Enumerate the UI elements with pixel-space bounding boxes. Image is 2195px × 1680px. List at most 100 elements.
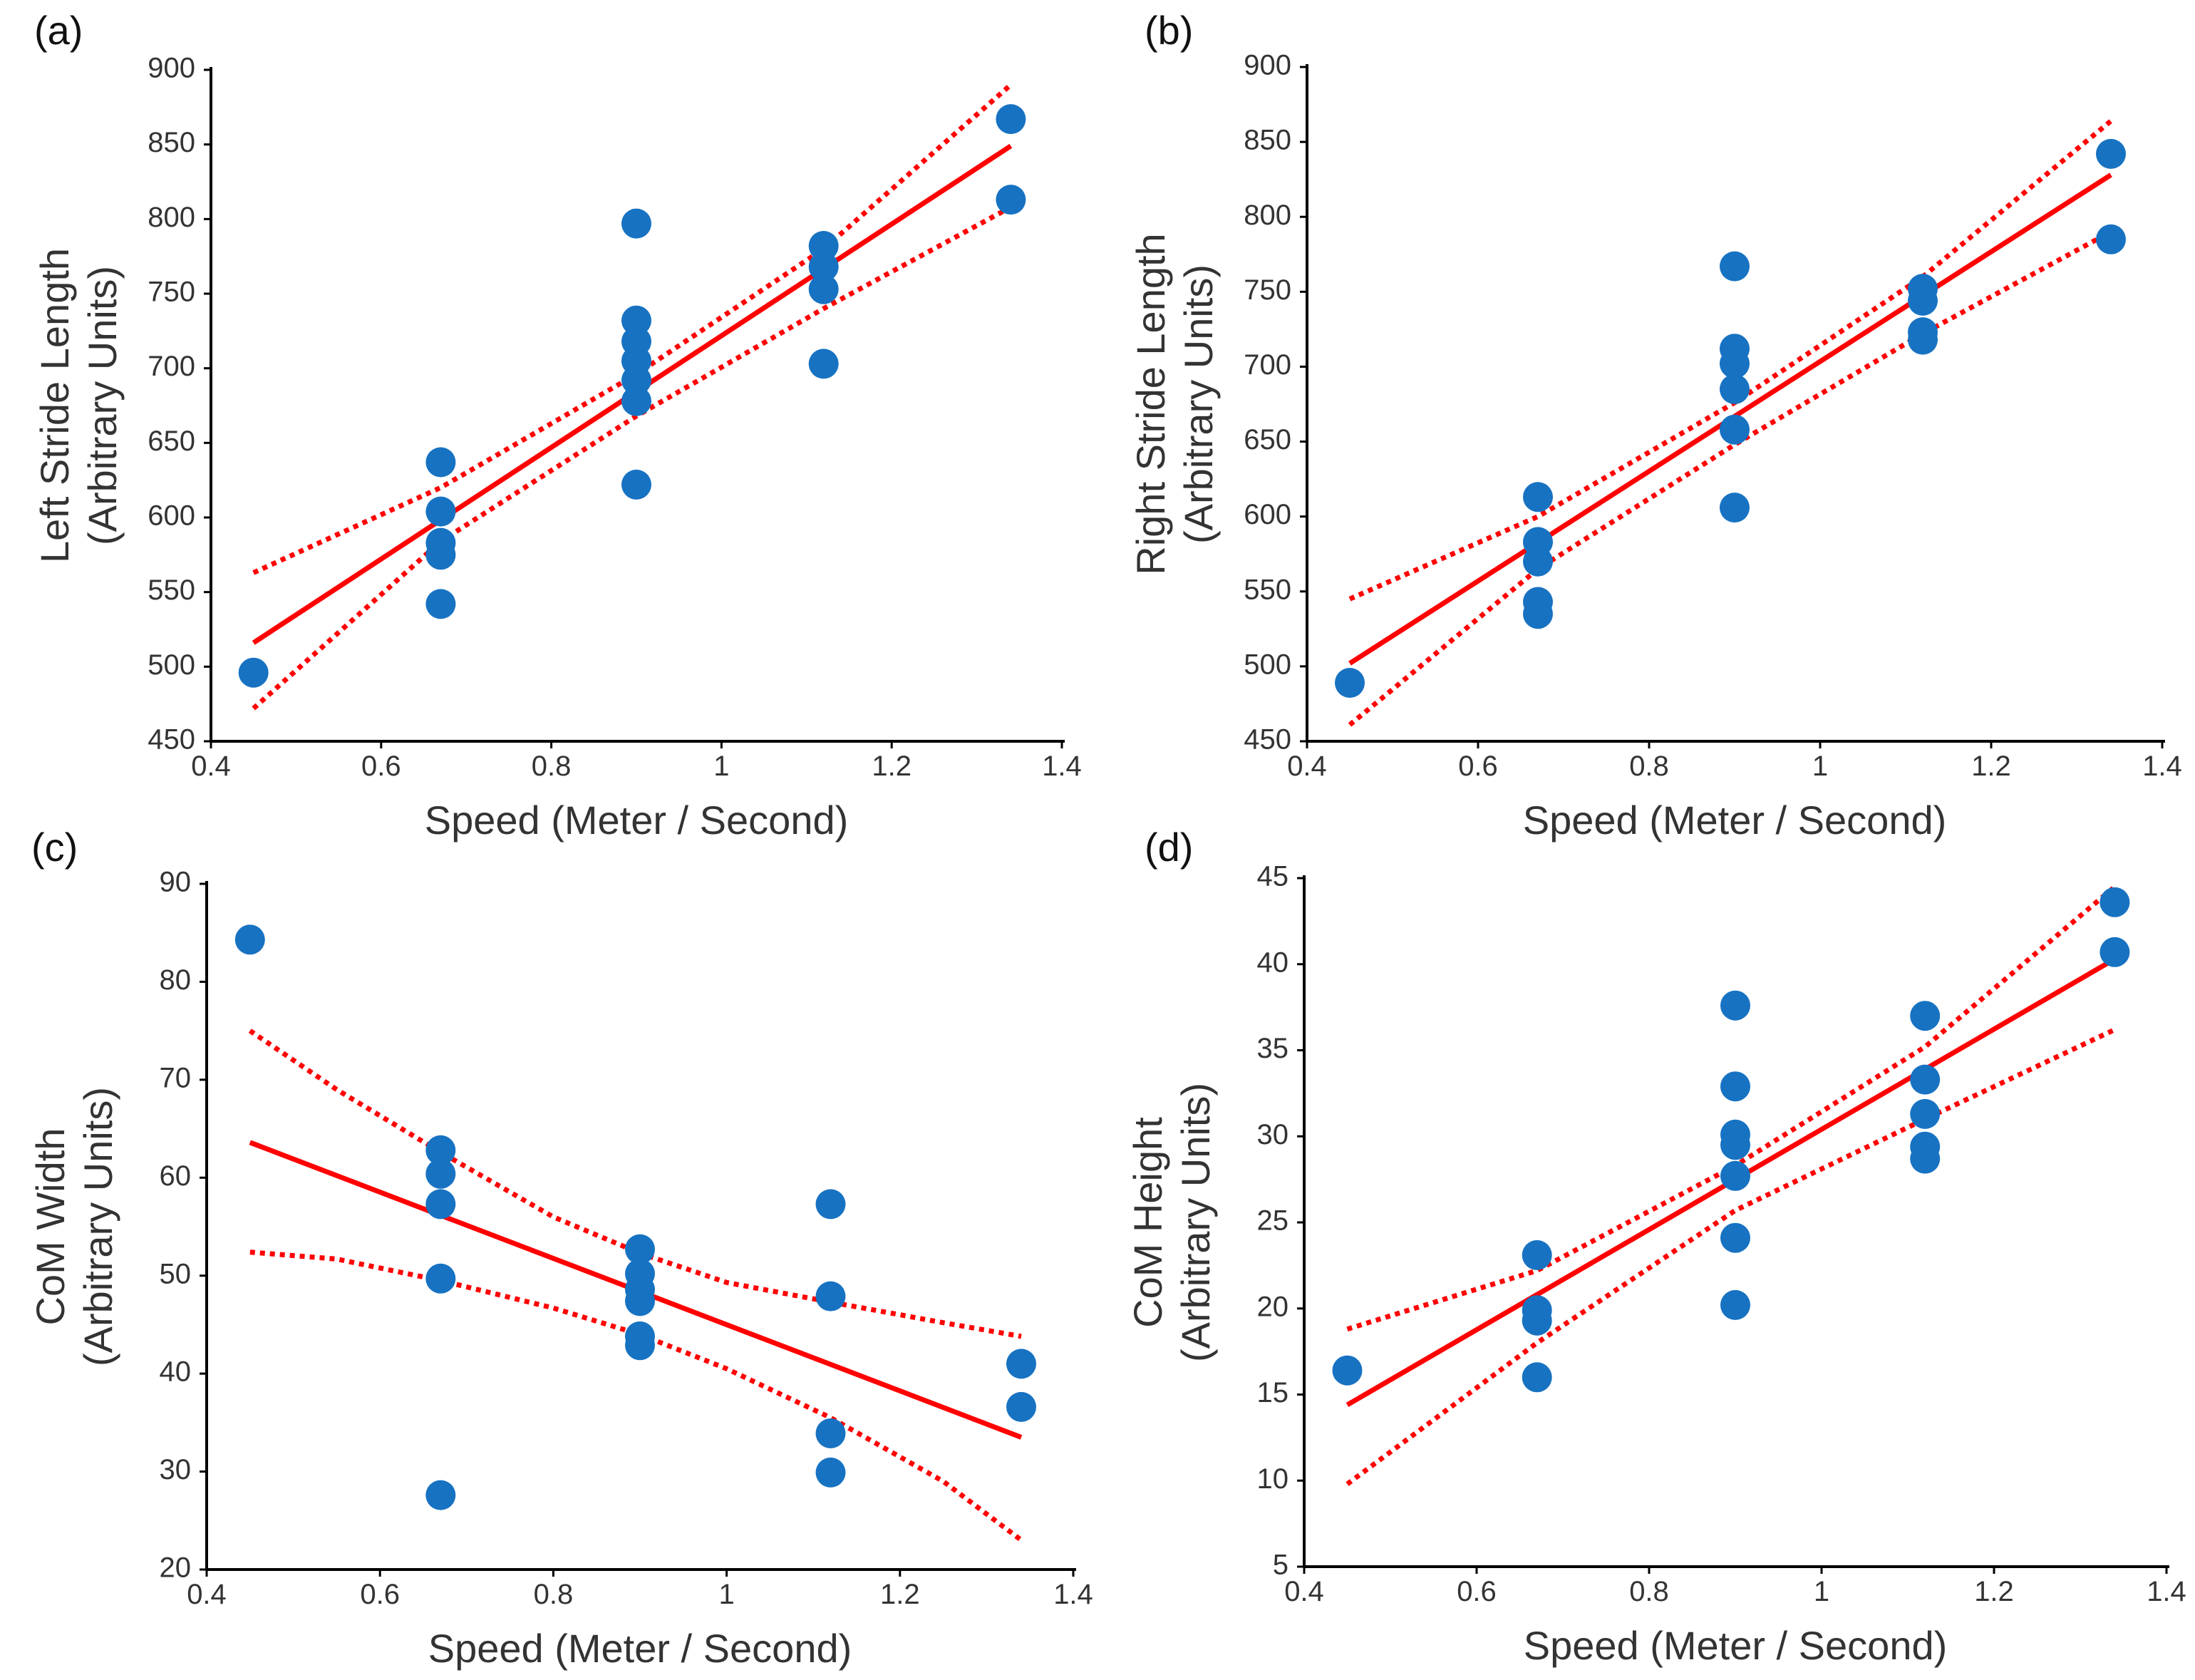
data-point — [808, 252, 839, 282]
data-point — [1720, 1130, 1750, 1160]
data-point — [808, 274, 839, 304]
x-tick-label: 0.6 — [360, 1579, 400, 1610]
x-tick-label: 0.6 — [1458, 751, 1498, 782]
data-point — [425, 1135, 456, 1165]
data-point — [808, 349, 839, 379]
data-point — [1910, 1001, 1941, 1031]
x-tick-label: 0.4 — [1287, 751, 1327, 782]
panel-label: (a) — [34, 8, 83, 53]
data-point — [1522, 1240, 1552, 1270]
x-tick-label: 0.4 — [187, 1579, 227, 1610]
data-point — [1523, 546, 1553, 577]
data-point — [2096, 138, 2126, 169]
y-tick-label: 750 — [1244, 274, 1291, 306]
data-point — [1006, 1349, 1036, 1379]
y-axis-title-line-1: CoM Height — [1125, 1117, 1170, 1328]
x-axis-title: Speed (Meter / Second) — [428, 1626, 852, 1671]
data-point — [425, 1189, 456, 1220]
data-point — [425, 589, 456, 619]
data-point — [1720, 990, 1750, 1021]
y-tick-label: 650 — [148, 426, 195, 457]
y-tick-label: 90 — [160, 867, 192, 898]
x-tick-label: 0.6 — [361, 751, 401, 782]
data-point — [815, 1281, 846, 1311]
data-point — [1522, 1362, 1552, 1393]
data-point — [425, 496, 456, 527]
data-point — [1720, 414, 1750, 445]
panel-label: (d) — [1145, 825, 1193, 870]
data-point — [625, 1234, 655, 1264]
data-point — [1006, 1391, 1036, 1422]
x-tick-label: 1.4 — [1042, 751, 1082, 782]
data-point — [1720, 1289, 1750, 1320]
data-point — [1720, 493, 1750, 523]
data-point — [621, 386, 651, 416]
y-tick-label: 5 — [1273, 1550, 1288, 1581]
data-point — [234, 924, 265, 955]
x-tick-label: 0.4 — [1284, 1576, 1324, 1607]
data-point — [425, 1480, 456, 1510]
y-tick-label: 500 — [1244, 649, 1291, 680]
y-tick-label: 35 — [1257, 1033, 1289, 1064]
y-tick-label: 40 — [160, 1356, 192, 1388]
data-point — [1908, 285, 1938, 316]
panel-c: (c) Speed (Meter / Second) CoM Width (Ar… — [28, 825, 1093, 1671]
panel-a: (a) Speed (Meter / Second) Left Stride L… — [32, 8, 1082, 842]
x-tick-label: 1.2 — [1974, 1576, 2014, 1607]
data-point — [621, 208, 651, 239]
y-tick-label: 600 — [148, 500, 195, 532]
data-point — [2100, 937, 2130, 967]
data-point — [2096, 224, 2126, 254]
data-point — [1523, 482, 1553, 512]
y-axis-title-line-1: CoM Width — [28, 1128, 73, 1326]
data-point — [1720, 374, 1750, 404]
y-tick-label: 20 — [1257, 1291, 1289, 1322]
y-tick-label: 450 — [148, 724, 195, 756]
confidence-band-lower — [1348, 230, 2112, 727]
data-point — [996, 185, 1026, 215]
x-tick-label: 0.8 — [534, 1579, 574, 1610]
y-tick-label: 700 — [148, 351, 195, 382]
y-tick-label: 70 — [160, 1062, 192, 1093]
x-tick-label: 1 — [713, 751, 729, 782]
x-tick-label: 0.8 — [1629, 1576, 1669, 1607]
y-tick-label: 25 — [1257, 1205, 1289, 1237]
y-axis-title-line-2: (Arbitrary Units) — [76, 1087, 120, 1366]
data-point — [1522, 1305, 1552, 1336]
y-axis-title-line-1: Right Stride Length — [1128, 233, 1173, 574]
x-tick-label: 1.4 — [2142, 751, 2182, 782]
y-axis-title-line-1: Left Stride Length — [32, 248, 77, 563]
data-point — [425, 447, 456, 478]
data-point — [1332, 1355, 1363, 1386]
y-tick-label: 550 — [148, 574, 195, 606]
x-tick-label: 1 — [718, 1579, 734, 1610]
y-tick-label: 700 — [1244, 349, 1291, 381]
data-point — [425, 1263, 456, 1294]
y-tick-label: 800 — [1244, 200, 1291, 231]
data-point — [1335, 668, 1365, 698]
y-tick-label: 15 — [1257, 1377, 1289, 1408]
data-point — [425, 540, 456, 570]
y-tick-label: 850 — [1244, 125, 1291, 156]
x-tick-label: 1 — [1812, 751, 1828, 782]
y-axis-title-line-2: (Arbitrary Units) — [1173, 1083, 1218, 1362]
x-tick-label: 1.4 — [2147, 1576, 2186, 1607]
data-point — [815, 1457, 846, 1488]
y-axis-title-line-2: (Arbitrary Units) — [1176, 264, 1221, 544]
data-point — [815, 1189, 846, 1220]
y-tick-label: 800 — [148, 202, 195, 233]
y-tick-label: 40 — [1257, 947, 1289, 978]
data-point — [808, 231, 839, 261]
data-point — [1910, 1098, 1941, 1129]
x-axis-title: Speed (Meter / Second) — [1524, 1623, 1948, 1668]
x-tick-label: 0.8 — [1629, 751, 1669, 782]
x-axis-title: Speed (Meter / Second) — [425, 798, 849, 842]
x-tick-label: 1.2 — [1971, 751, 2011, 782]
y-tick-label: 650 — [1244, 424, 1291, 455]
data-point — [238, 657, 269, 688]
y-axis-title-line-2: (Arbitrary Units) — [80, 266, 125, 545]
y-tick-label: 550 — [1244, 574, 1291, 605]
confidence-band-upper — [1346, 885, 2117, 1332]
y-tick-label: 900 — [148, 53, 195, 84]
